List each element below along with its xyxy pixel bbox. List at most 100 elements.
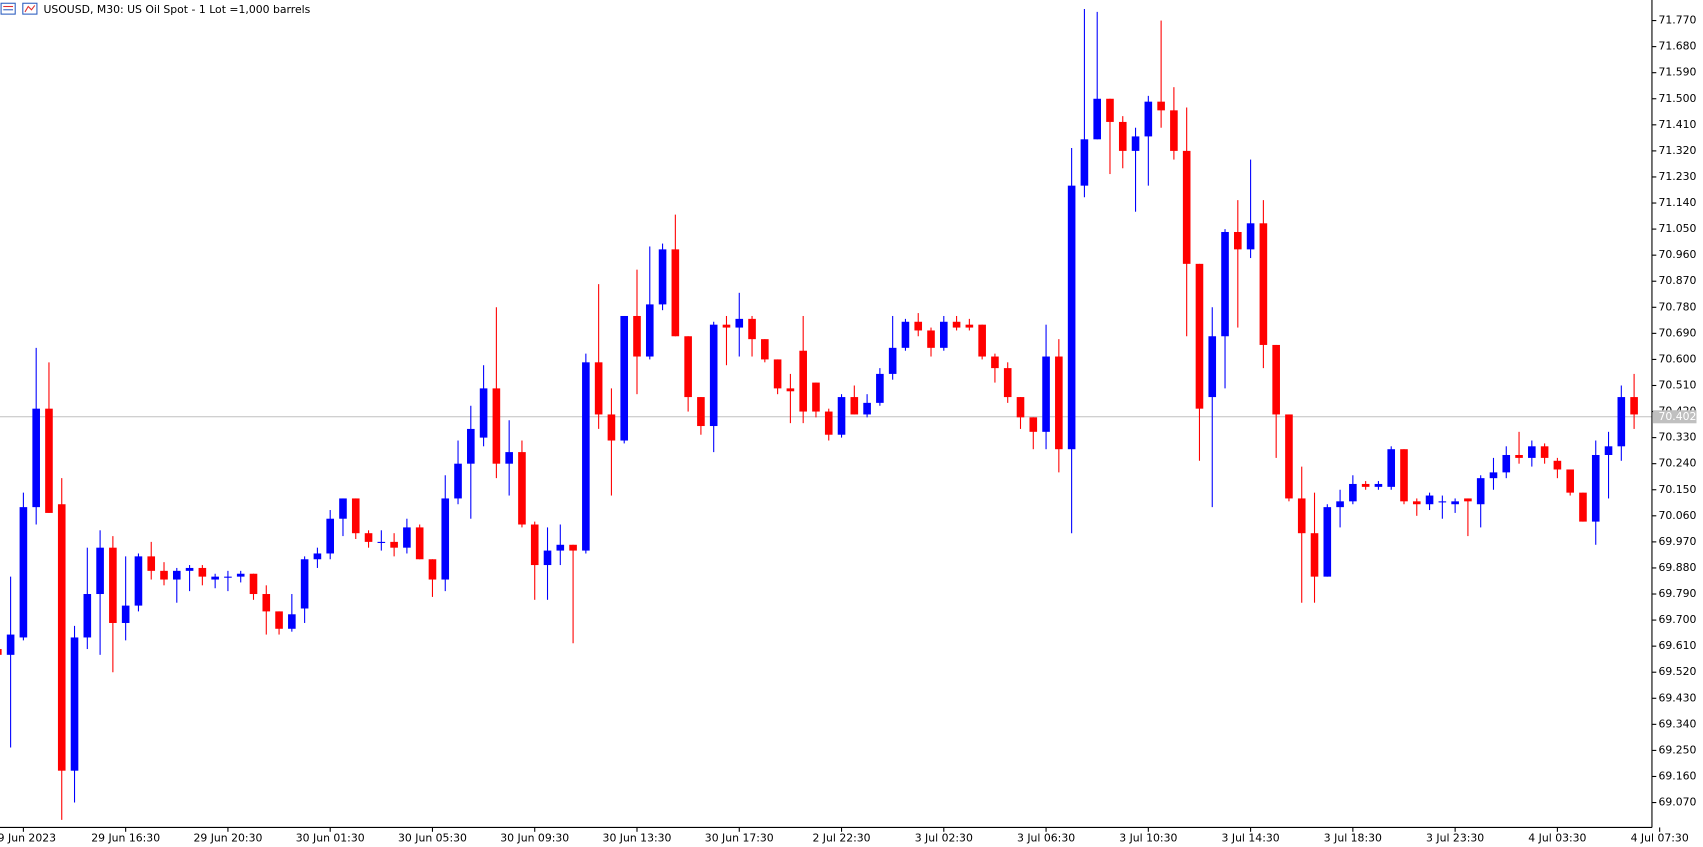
candle-body — [1029, 417, 1038, 432]
y-tick-label: 69.970 — [1658, 535, 1696, 548]
candle-body — [300, 559, 309, 609]
candle-body — [939, 321, 948, 348]
x-tick-label: 29 Jun 20:30 — [193, 831, 262, 844]
current-price-label: 70.402 — [1658, 410, 1696, 423]
candle-body — [952, 321, 961, 328]
chart-title: USOUSD, M30: US Oil Spot - 1 Lot =1,000 … — [43, 3, 310, 16]
y-tick-label: 69.340 — [1658, 717, 1696, 730]
x-tick-label: 4 Jul 07:30 — [1631, 831, 1689, 844]
y-tick-label: 70.150 — [1658, 483, 1696, 496]
candle-body — [1591, 454, 1600, 522]
candle-body — [1285, 414, 1293, 499]
candle-body — [1106, 98, 1114, 122]
candle-body — [479, 388, 488, 438]
candle-body — [147, 556, 156, 571]
candle-body — [224, 576, 232, 578]
x-tick-label: 30 Jun 17:30 — [705, 831, 774, 844]
y-tick-label: 71.050 — [1658, 222, 1696, 235]
candle-body — [761, 339, 769, 360]
candle-body — [0, 649, 2, 655]
candle-body — [1540, 446, 1549, 458]
candle-body — [697, 397, 705, 427]
candle-body — [1438, 501, 1447, 503]
candle-body — [1323, 507, 1332, 577]
candle-body — [1374, 483, 1383, 487]
candle-body — [45, 408, 53, 513]
candle-body — [1144, 101, 1153, 137]
y-tick-label: 70.960 — [1658, 248, 1696, 261]
candle-body — [1259, 223, 1268, 345]
candle-body — [1118, 121, 1127, 151]
y-tick-label: 71.500 — [1658, 92, 1696, 105]
candle-body — [19, 507, 28, 638]
candle-body — [965, 324, 974, 328]
chart-icons — [0, 2, 38, 15]
y-tick-label: 70.330 — [1658, 431, 1696, 444]
candle-body — [1464, 498, 1472, 502]
candle-body — [1553, 460, 1562, 470]
y-tick-label: 70.510 — [1658, 378, 1696, 391]
candle-body — [633, 315, 641, 357]
x-tick-label: 4 Jul 03:30 — [1528, 831, 1586, 844]
y-tick-label: 69.160 — [1658, 769, 1696, 782]
current-price-tag — [1653, 410, 1697, 424]
x-tick-label: 3 Jul 14:30 — [1222, 831, 1280, 844]
candle-body — [914, 321, 923, 331]
candle-body — [1182, 150, 1191, 264]
candle-body — [876, 373, 884, 403]
candle-body — [1566, 469, 1574, 493]
candle-body — [1425, 495, 1434, 505]
y-tick-label: 70.870 — [1658, 274, 1696, 287]
candle-body — [1310, 533, 1319, 577]
candle-body — [415, 527, 424, 560]
candle-body — [1003, 368, 1012, 398]
x-tick-label: 2 Jul 22:30 — [812, 831, 870, 844]
candle-body — [505, 452, 513, 464]
candle-body — [262, 594, 271, 612]
candle-body — [454, 463, 462, 499]
x-tick-label: 3 Jul 06:30 — [1017, 831, 1075, 844]
x-tick-label: 3 Jul 23:30 — [1426, 831, 1484, 844]
y-tick-label: 70.690 — [1658, 326, 1696, 339]
candle-body — [1400, 449, 1408, 502]
candle-body — [185, 567, 194, 571]
candle-body — [530, 524, 539, 566]
y-tick-label: 69.700 — [1658, 613, 1696, 626]
candle-body — [288, 614, 296, 629]
x-tick-label: 30 Jun 13:30 — [603, 831, 672, 844]
candle-body — [786, 388, 795, 392]
candle-body — [121, 605, 130, 623]
candle-body — [198, 567, 207, 577]
candle-body — [313, 553, 322, 560]
candle-body — [684, 336, 692, 398]
candle-body — [83, 594, 92, 638]
candle-body — [1131, 136, 1140, 151]
candle-body — [377, 541, 386, 543]
candle-body — [863, 402, 871, 415]
candle-body — [428, 559, 437, 580]
candle-body — [1361, 483, 1370, 487]
candle-body — [978, 324, 986, 357]
candle-body — [569, 544, 577, 551]
candle-body — [1246, 223, 1255, 250]
y-tick-label: 69.610 — [1658, 639, 1696, 652]
candle-body — [518, 452, 526, 525]
candle-body — [249, 573, 258, 595]
candle-body — [351, 498, 360, 534]
candle-body — [1157, 101, 1165, 111]
y-tick-label: 71.140 — [1658, 196, 1696, 209]
candle-body — [57, 504, 66, 771]
y-tick-label: 69.880 — [1658, 561, 1696, 574]
candle-body — [1016, 397, 1025, 418]
candle-body — [1067, 185, 1076, 450]
candle-body — [1515, 454, 1523, 458]
candle-body — [1502, 454, 1511, 473]
candle-body — [441, 498, 450, 580]
candle-body — [1055, 356, 1063, 450]
x-tick-label: 29 Jun 2023 — [0, 831, 56, 844]
candle-body — [888, 347, 897, 374]
y-tick-label: 71.680 — [1658, 40, 1696, 53]
y-tick-label: 69.430 — [1658, 691, 1696, 704]
